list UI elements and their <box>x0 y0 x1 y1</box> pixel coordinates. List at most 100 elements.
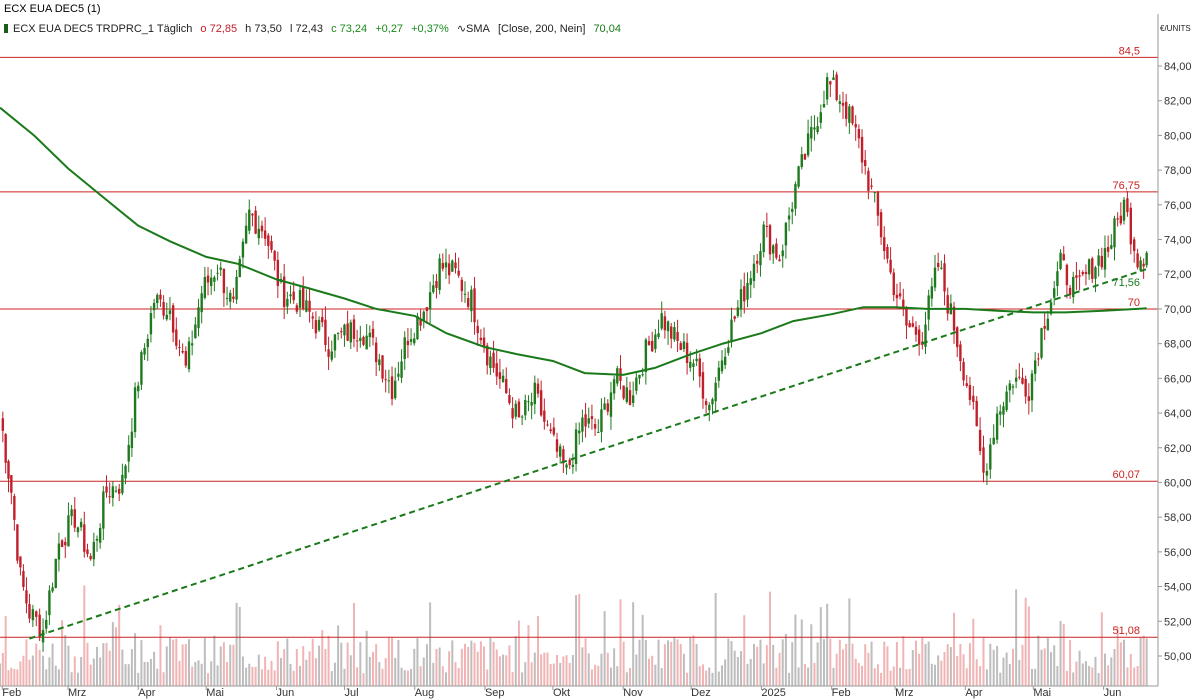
volume-bar <box>857 662 860 686</box>
candle-body <box>235 276 238 300</box>
volume-bar <box>318 645 321 686</box>
volume-bar <box>156 668 159 686</box>
volume-bar <box>1031 668 1034 686</box>
volume-bar <box>689 637 692 686</box>
volume-bar <box>508 645 511 686</box>
candle-body <box>587 418 590 424</box>
candle-body <box>682 341 686 349</box>
volume-bar <box>1119 642 1122 686</box>
candle-body <box>378 359 381 366</box>
volume-bar <box>28 659 31 686</box>
candle-body <box>16 524 19 561</box>
candle-body <box>879 212 883 238</box>
candle-body <box>1027 396 1031 401</box>
volume-bar <box>781 639 784 686</box>
candle-body <box>911 323 915 327</box>
volume-bar <box>762 663 765 686</box>
volume-bar <box>219 646 222 686</box>
candle-body <box>438 258 441 291</box>
candle-body <box>590 416 594 420</box>
candle-body <box>989 444 992 470</box>
candle-body <box>22 571 25 587</box>
candle-body <box>660 313 663 329</box>
candle-body <box>924 324 927 347</box>
volume-bar <box>1084 661 1087 686</box>
volume-bar <box>438 647 441 686</box>
candle-body <box>476 325 479 334</box>
candle-body <box>803 153 807 160</box>
volume-bar <box>886 646 889 686</box>
volume-bar <box>848 598 851 686</box>
candle-body <box>336 332 340 334</box>
volume-bar <box>816 642 819 686</box>
x-tick-label: Jul <box>344 687 358 699</box>
horizontal-line-label: 76,75 <box>1112 180 1140 192</box>
candle-body <box>140 352 143 385</box>
candle-body <box>4 434 7 463</box>
volume-bar <box>619 599 622 686</box>
volume-bar <box>270 660 273 686</box>
volume-bar <box>153 651 156 686</box>
candle-body <box>1116 218 1119 220</box>
volume-bar <box>587 653 590 686</box>
candle-body <box>1068 287 1072 295</box>
volume-bar <box>733 650 736 686</box>
volume-bar <box>635 654 638 686</box>
volume-bar <box>251 666 254 686</box>
candle-body <box>654 334 657 350</box>
candle-body <box>685 342 689 363</box>
volume-bars <box>0 585 1148 686</box>
candle-body <box>114 490 118 492</box>
candle-body <box>349 322 352 343</box>
candle-body <box>720 360 724 372</box>
candle-body <box>149 313 153 335</box>
volume-bar <box>238 606 241 686</box>
volume-bar <box>1056 666 1059 686</box>
volume-bar <box>597 665 600 686</box>
candle-body <box>495 363 498 377</box>
candle-body <box>146 338 149 348</box>
volume-bar <box>42 655 45 686</box>
candle-body <box>1075 275 1078 278</box>
volume-bar <box>181 644 184 686</box>
candle-body <box>574 429 578 465</box>
candle-body <box>1008 383 1011 391</box>
candle-body <box>832 77 835 81</box>
candle-body <box>1059 252 1062 269</box>
volume-bar <box>606 652 609 686</box>
volume-bar <box>543 652 546 686</box>
volume-bar <box>556 654 559 686</box>
volume-bar <box>1040 649 1043 686</box>
volume-bar <box>911 650 914 686</box>
candle-body <box>844 101 848 119</box>
volume-bar <box>187 639 190 686</box>
volume-bar <box>775 667 778 686</box>
volume-bar <box>622 641 625 686</box>
volume-bar <box>127 664 130 686</box>
volume-bar <box>1065 670 1068 686</box>
candle-body <box>403 337 406 360</box>
volume-bar <box>965 668 968 686</box>
candle-body <box>343 324 346 336</box>
candle-body <box>501 375 505 383</box>
volume-bar <box>730 641 733 686</box>
volume-bar <box>956 655 959 686</box>
candle-body <box>679 343 682 351</box>
volume-bar <box>473 642 476 686</box>
volume-bar <box>651 655 654 686</box>
candle-body <box>130 431 134 449</box>
y-tick-label: 84,00 <box>1164 61 1192 73</box>
candle-body <box>406 340 410 346</box>
candle-body <box>873 192 876 194</box>
volume-bar <box>80 656 83 686</box>
volume-bar <box>210 661 213 686</box>
volume-bar <box>959 644 962 686</box>
volume-bar <box>807 667 810 686</box>
x-tick-label: Jun <box>1104 687 1122 699</box>
volume-bar <box>184 643 187 686</box>
candle-body <box>1043 325 1046 329</box>
y-tick-label: 82,00 <box>1164 96 1192 108</box>
candle-body <box>936 262 940 267</box>
volume-bar <box>667 640 670 686</box>
